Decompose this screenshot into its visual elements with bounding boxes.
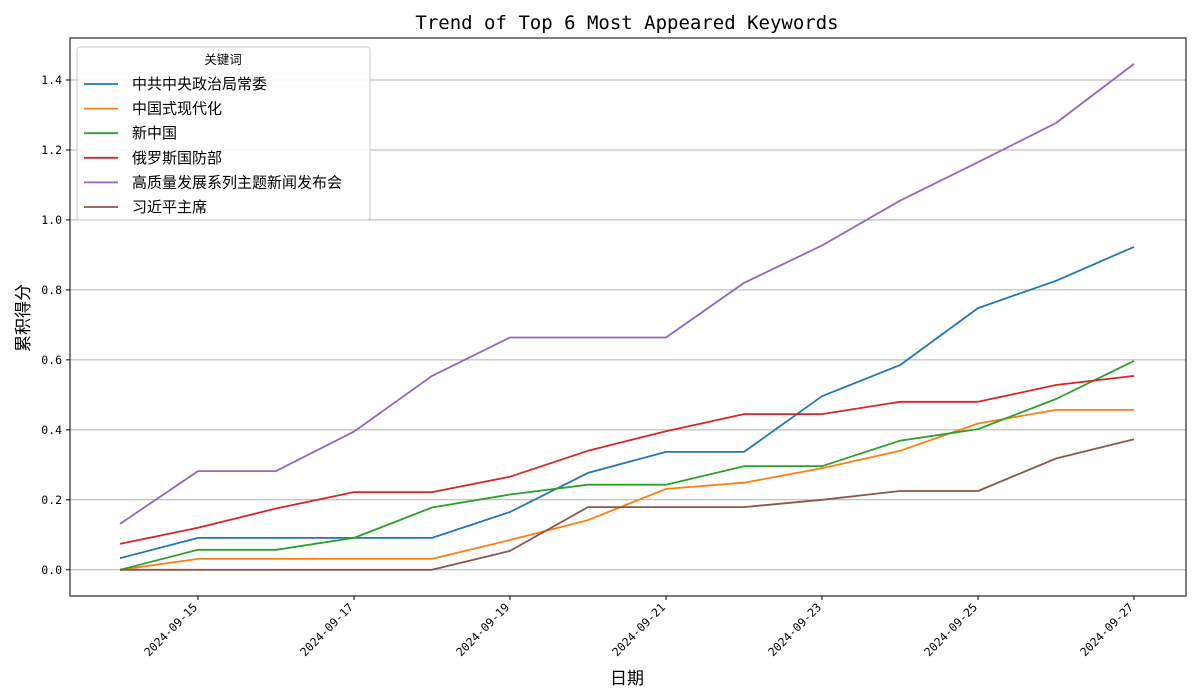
x-axis: 2024-09-15 2024-09-17 2024-09-19 2024-09-21… (141, 596, 1136, 659)
legend: 关键词 中共中央政治局常委中国式现代化新中国俄罗斯国防部高质量发展系列主题新闻发… (76, 46, 371, 221)
y-tick-label: 0.6 (41, 353, 62, 367)
y-tick-label: 1.4 (41, 73, 62, 87)
legend-label: 习近平主席 (132, 198, 207, 216)
legend-box (76, 46, 371, 221)
legend-label: 高质量发展系列主题新闻发布会 (132, 173, 342, 191)
legend-items: 中共中央政治局常委中国式现代化新中国俄罗斯国防部高质量发展系列主题新闻发布会习近… (84, 75, 342, 216)
y-tick-label: 0.2 (41, 493, 62, 507)
y-tick-label: 1.2 (41, 143, 62, 157)
legend-label: 中国式现代化 (132, 100, 222, 118)
plot-frame (69, 37, 1187, 597)
x-tick-label: 2024-09-17 (297, 600, 356, 659)
series-line-4 (119, 375, 1135, 545)
series-line-6 (120, 438, 1135, 571)
y-axis-label: 累积得分 (14, 284, 34, 352)
series-line-5 (119, 63, 1135, 525)
legend-label: 中共中央政治局常委 (132, 75, 267, 93)
series-line-3 (119, 360, 1135, 571)
y-tick-label: 0.8 (41, 283, 62, 297)
chart-title: Trend of Top 6 Most Appeared Keywords (415, 12, 838, 34)
x-tick-label: 2024-09-21 (609, 600, 668, 659)
y-axis: 0.0 0.2 0.4 0.6 0.8 1.0 1.2 1.4 (41, 73, 70, 577)
legend-title: 关键词 (204, 52, 242, 67)
legend-label: 新中国 (132, 124, 177, 142)
y-tick-label: 1.0 (41, 213, 62, 227)
x-tick-label: 2024-09-19 (453, 600, 512, 659)
x-tick-label: 2024-09-23 (765, 600, 824, 659)
x-tick-label: 2024-09-25 (921, 600, 980, 659)
y-tick-label: 0.4 (41, 423, 62, 437)
x-axis-label: 日期 (610, 669, 644, 689)
series-line-2 (119, 408, 1134, 571)
series-lines (119, 63, 1135, 571)
y-tick-label: 0.0 (41, 563, 62, 577)
legend-label: 俄罗斯国防部 (132, 149, 222, 167)
x-tick-label: 2024-09-27 (1077, 600, 1136, 659)
series-line-1 (119, 246, 1135, 560)
x-tick-label: 2024-09-15 (141, 600, 200, 659)
